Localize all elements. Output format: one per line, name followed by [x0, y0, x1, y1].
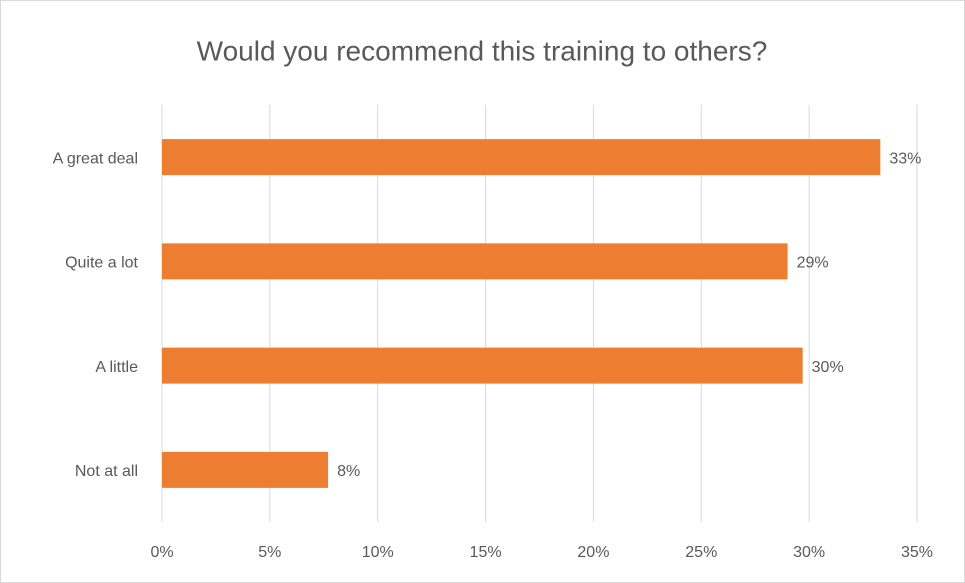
bar [162, 139, 881, 176]
bar [162, 451, 329, 488]
x-tick-label: 30% [793, 544, 825, 561]
x-tick-label: 35% [901, 544, 933, 561]
data-label: 29% [797, 255, 829, 272]
bar [162, 347, 803, 384]
data-label: 30% [812, 359, 844, 376]
x-tick-label: 0% [150, 544, 173, 561]
x-tick-label: 20% [577, 544, 609, 561]
chart-title: Would you recommend this training to oth… [197, 35, 768, 66]
data-label: 8% [337, 463, 360, 480]
bar [162, 243, 788, 280]
y-tick-label: Not at all [75, 463, 138, 480]
x-tick-label: 25% [685, 544, 717, 561]
x-tick-label: 10% [362, 544, 394, 561]
y-tick-label: A great deal [53, 150, 138, 167]
x-tick-label: 5% [258, 544, 281, 561]
data-label: 33% [889, 150, 921, 167]
x-tick-label: 15% [470, 544, 502, 561]
y-tick-label: A little [95, 359, 138, 376]
y-tick-label: Quite a lot [65, 255, 138, 272]
